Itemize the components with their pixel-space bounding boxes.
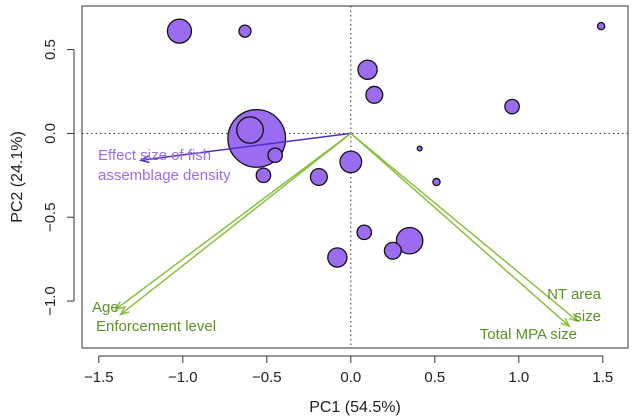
biplot-vectors: [113, 132, 580, 328]
vector-total-mpa-size: [350, 132, 570, 327]
y-tick-label: −0.5: [42, 202, 59, 232]
data-point: [383, 241, 402, 260]
vector-label-enforcement-level: Enforcement level: [96, 318, 216, 335]
vector-arrowhead: [119, 306, 130, 316]
vector-arrowhead: [113, 301, 125, 311]
x-tick-label: −0.5: [252, 369, 282, 386]
data-point: [166, 18, 193, 44]
vector-nt-area-size: [350, 132, 579, 322]
data-point: [267, 147, 284, 164]
data-points: [166, 18, 606, 268]
vector-labels: Effect size of fish assemblage density Age…: [92, 147, 602, 343]
data-point: [395, 226, 424, 255]
data-point: [236, 116, 264, 144]
y-tick-label: 0.0: [42, 123, 59, 144]
data-point: [339, 150, 363, 174]
x-axis: −1.5 −1.0 −0.5 0.0 0.5 1.0 1.5: [84, 355, 613, 386]
vector-label-age: Age: [92, 299, 119, 316]
vector-arrowhead: [138, 155, 150, 164]
x-tick-label: 1.0: [508, 369, 529, 386]
data-point: [255, 167, 272, 184]
y-tick-label: 0.5: [42, 39, 59, 60]
reference-lines: [82, 6, 628, 348]
y-tick-label: −1.0: [42, 286, 59, 316]
x-tick-label: −1.0: [168, 369, 198, 386]
y-axis-title: PC2 (24.1%): [9, 131, 26, 223]
data-point: [432, 177, 441, 187]
x-tick-label: 0.5: [424, 369, 445, 386]
vector-enforcement-level: [120, 132, 352, 316]
vector-label-nt-area-size: NT area size: [547, 286, 602, 325]
x-axis-title: PC1 (54.5%): [309, 399, 401, 416]
data-point: [357, 59, 378, 80]
vector-effect-size-of-fish-assemblage-density: [140, 132, 351, 161]
data-point: [238, 24, 252, 38]
data-point: [365, 85, 384, 104]
vector-arrowhead: [568, 312, 580, 323]
data-point: [596, 21, 606, 31]
vector-label-total-mpa-size: Total MPA size: [480, 326, 577, 343]
vector-label-effect-size-of-fish-assemblage-density: Effect size of fish assemblage density: [98, 147, 231, 184]
x-tick-label: −1.5: [84, 369, 114, 386]
vector-arrowhead: [560, 317, 571, 328]
x-tick-label: 1.5: [592, 369, 613, 386]
data-point: [504, 98, 520, 115]
vector-age: [115, 132, 352, 311]
data-point: [356, 224, 373, 241]
x-tick-label: 0.0: [340, 369, 361, 386]
data-point: [309, 167, 328, 187]
plot-frame: [81, 5, 629, 349]
y-axis: −1.0 −0.5 0.0 0.5: [42, 39, 75, 316]
data-point: [416, 145, 423, 152]
data-point: [327, 247, 348, 268]
